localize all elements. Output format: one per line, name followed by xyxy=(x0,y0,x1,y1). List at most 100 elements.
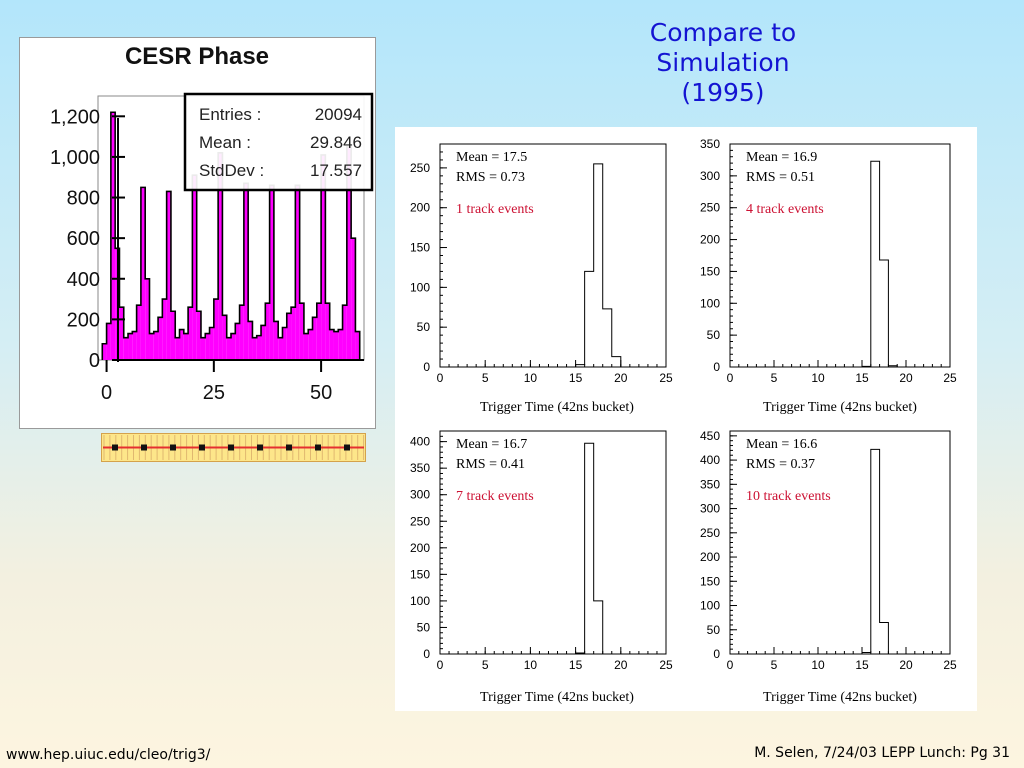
stats-label: StdDev : xyxy=(199,161,264,180)
plot-frame xyxy=(729,143,951,368)
histogram-bar xyxy=(140,187,146,360)
histogram-bar xyxy=(188,307,193,360)
y-tick-label: 200 xyxy=(410,541,430,555)
histogram-bar xyxy=(196,311,201,360)
y-tick-label: 50 xyxy=(417,320,431,334)
x-tick-label: 15 xyxy=(569,658,583,672)
x-tick-label: 25 xyxy=(203,382,225,404)
histogram-bar xyxy=(119,307,124,360)
stats-mean: Mean = 16.6 xyxy=(746,437,817,452)
y-tick-label: 250 xyxy=(700,201,720,215)
y-tick-label: 600 xyxy=(67,228,100,250)
x-tick-label: 25 xyxy=(943,658,957,672)
strip-marker xyxy=(170,444,176,451)
strip-marker xyxy=(315,444,321,451)
y-tick-label: 50 xyxy=(417,620,431,634)
histogram-bar xyxy=(153,331,159,360)
track-label: 1 track events xyxy=(456,202,534,217)
stats-label: Mean : xyxy=(199,133,251,152)
histogram-bar xyxy=(222,315,227,360)
histogram-bar xyxy=(162,299,167,360)
histogram-bar xyxy=(226,337,231,360)
histogram-bar xyxy=(175,337,180,360)
x-tick-label: 20 xyxy=(899,371,913,385)
histogram-bar xyxy=(351,238,356,360)
histogram-bar xyxy=(316,303,322,360)
histogram-bar xyxy=(585,443,594,654)
y-tick-label: 150 xyxy=(410,241,430,255)
histogram-bar xyxy=(145,278,150,360)
stats-rms: RMS = 0.73 xyxy=(456,170,525,185)
strip-marker xyxy=(141,444,147,451)
histogram-bar xyxy=(183,333,189,360)
x-axis-label: Trigger Time (42ns bucket) xyxy=(480,690,634,705)
histogram-bar xyxy=(132,331,137,360)
x-tick-label: 5 xyxy=(482,371,489,385)
y-tick-label: 100 xyxy=(410,594,430,608)
histogram-outline xyxy=(101,111,361,360)
cesr-phase-panel: CESR Phase 0 200 400 600 800 1,000 1,200 0 25 50 En… xyxy=(19,37,376,429)
histogram-bar xyxy=(286,313,292,360)
y-tick-label: 0 xyxy=(713,647,720,661)
y-tick-label: 300 xyxy=(410,488,430,502)
x-tick-label: 10 xyxy=(524,658,538,672)
y-tick-label: 300 xyxy=(700,502,720,516)
y-tick-label: 50 xyxy=(707,328,721,342)
x-axis-label: Trigger Time (42ns bucket) xyxy=(480,400,634,415)
y-tick-label: 100 xyxy=(700,296,720,310)
histogram-bar xyxy=(346,146,352,360)
histogram-bar xyxy=(252,337,257,360)
histogram-bar xyxy=(333,331,339,360)
y-tick-label: 150 xyxy=(700,574,720,588)
histogram-bar xyxy=(312,317,317,360)
strip-marker xyxy=(286,444,292,451)
sim-histogram-4: 0 5 10 15 20 25050100150200250300350400450Mea… xyxy=(700,429,957,705)
title-line-2: Simulation xyxy=(656,48,790,77)
simulation-panel: 0 5 10 15 20 25 0 50 100 150 200 250 Mean = 17.5 RMS … xyxy=(395,127,977,711)
histogram-bar xyxy=(880,260,889,367)
histogram-bar xyxy=(166,191,171,360)
strip-marker xyxy=(228,444,234,451)
strip-marker xyxy=(344,444,350,451)
histogram-bar xyxy=(594,164,603,367)
x-axis-label: Trigger Time (42ns bucket) xyxy=(763,690,917,705)
histogram-bar xyxy=(269,185,274,360)
y-tick-label: 350 xyxy=(700,477,720,491)
histogram-bar xyxy=(603,309,612,367)
y-tick-label: 200 xyxy=(700,550,720,564)
histogram-bar xyxy=(612,357,621,367)
x-tick-label: 15 xyxy=(855,658,869,672)
x-axis-label: Trigger Time (42ns bucket) xyxy=(763,400,917,415)
histogram-bar xyxy=(158,317,163,360)
y-tick-label: 1,200 xyxy=(50,106,100,128)
timing-strip-icon xyxy=(101,433,366,462)
histogram-outline xyxy=(575,442,604,654)
x-tick-label: 25 xyxy=(659,371,673,385)
stats-mean: Mean = 16.7 xyxy=(456,437,527,452)
y-tick-label: 0 xyxy=(713,360,720,374)
x-tick-label: 5 xyxy=(482,658,489,672)
stats-mean: Mean = 16.9 xyxy=(746,150,817,165)
stats-value: 17.557 xyxy=(310,161,362,180)
y-tick-label: 100 xyxy=(410,280,430,294)
y-tick-label: 0 xyxy=(423,360,430,374)
histogram-bar xyxy=(128,333,133,360)
histogram-bar xyxy=(880,622,889,654)
title-line-3: (1995) xyxy=(681,78,765,107)
histogram-bar xyxy=(200,337,206,360)
histogram-bar xyxy=(136,305,141,360)
slide-title: Compare to Simulation (1995) xyxy=(600,18,846,108)
chart-title: CESR Phase xyxy=(125,43,269,70)
histogram-bar xyxy=(325,303,330,360)
x-tick-label: 10 xyxy=(524,371,538,385)
x-tick-label: 10 xyxy=(811,658,825,672)
histogram-outline xyxy=(861,160,898,367)
stats-mean: Mean = 17.5 xyxy=(456,150,527,165)
stats-value: 29.846 xyxy=(310,133,362,152)
stats-rms: RMS = 0.41 xyxy=(456,457,525,472)
histogram-bar xyxy=(110,112,116,360)
x-tick-label: 20 xyxy=(614,371,628,385)
strip-marker xyxy=(112,444,118,451)
histogram-bar xyxy=(102,343,107,360)
